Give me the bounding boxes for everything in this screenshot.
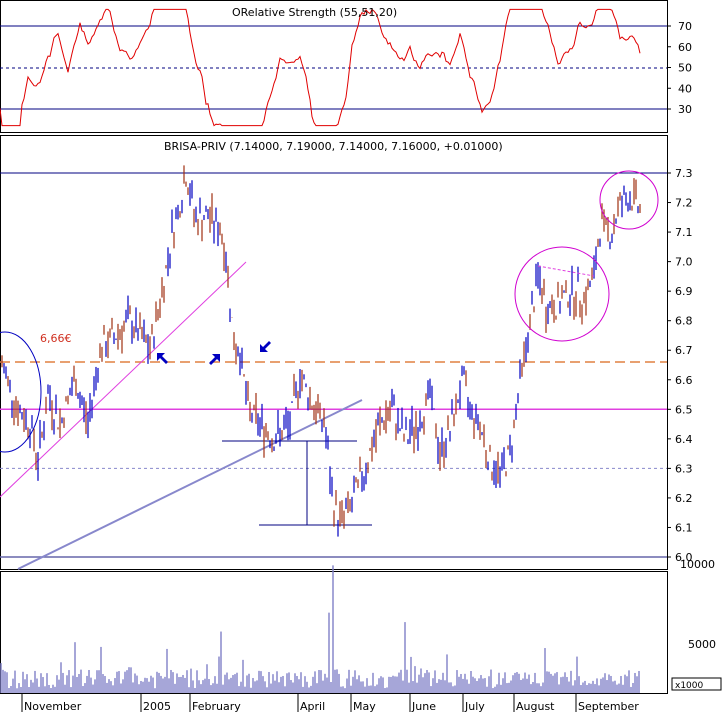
month-labels: November 2005 February April May June July Augu… [21, 693, 639, 712]
price-panel: 6,66€ BRISA-PRIV (7.14000, 7.19000, 7.14… [0, 140, 693, 570]
panel-frames [0, 0, 668, 694]
rsi-tick-label: 60 [678, 41, 692, 54]
price-tick-label: 6.7 [675, 344, 693, 357]
trendline-up [0, 261, 247, 498]
month-label: April [300, 700, 325, 712]
month-label: November [24, 700, 82, 712]
rsi-tick-label: 70 [678, 20, 692, 33]
rsi-tick-label: 50 [678, 62, 692, 75]
rsi-ticks: 70 60 50 40 30 [667, 20, 692, 116]
month-label: May [353, 700, 376, 712]
price-tick-label: 6.2 [675, 492, 693, 505]
price-tick-label: 6.1 [675, 521, 693, 534]
rsi-title: ORelative Strength (55,51,20) [232, 6, 397, 19]
volume-tick-5000: 5000 [688, 638, 716, 651]
month-label: July [464, 700, 485, 712]
volume-bars [0, 565, 640, 693]
rsi-tick-label: 40 [678, 82, 692, 95]
price-tick-label: 7.3 [675, 167, 693, 180]
month-label: 2005 [143, 700, 171, 712]
circle-september [599, 170, 659, 230]
price-tick-label: 6.4 [675, 433, 693, 446]
rsi-line [0, 8, 641, 127]
arrow-3-icon [260, 341, 271, 352]
price-tick-label: 6.5 [675, 403, 693, 416]
price-tick-label: 7.0 [675, 256, 693, 269]
level-6-66-label: 6,66€ [40, 332, 72, 345]
price-tick-label: 7.1 [675, 226, 693, 239]
price-tick-label: 7.2 [675, 197, 693, 210]
month-label: February [192, 700, 241, 712]
arrow-2-icon [209, 354, 220, 365]
trendline-long [17, 399, 363, 570]
price-bars [1, 165, 641, 537]
aug-dashed-line [537, 265, 595, 277]
price-tick-label: 6.0 [675, 551, 693, 564]
month-label: September [578, 700, 639, 712]
price-tick-label: 6.9 [675, 285, 693, 298]
rsi-panel: ORelative Strength (55,51,20) 70 60 50 40 30 [0, 6, 692, 127]
price-tick-label: 6.6 [675, 374, 693, 387]
volume-unit: x1000 [675, 681, 704, 691]
circle-left [0, 331, 42, 453]
volume-panel: 10000 5000 x1000 [0, 558, 722, 693]
circle-august [514, 246, 610, 342]
month-label: August [516, 700, 555, 712]
arrows [157, 341, 271, 365]
price-levels [0, 172, 667, 558]
arrow-1-icon [157, 353, 168, 364]
price-ticks: 7.3 7.2 7.1 7.0 6.9 6.8 6.7 6.6 6.5 6.4 6.3 6.2 6.1 6… [667, 167, 693, 564]
price-tick-label: 6.8 [675, 315, 693, 328]
month-label: June [411, 700, 436, 712]
price-tick-label: 6.3 [675, 462, 693, 475]
rsi-tick-label: 30 [678, 103, 692, 116]
volume-unit-box [671, 677, 722, 691]
gap-measure [222, 440, 372, 526]
price-title: BRISA-PRIV (7.14000, 7.19000, 7.14000, 7… [164, 140, 503, 153]
volume-tick-10000: 10000 [680, 558, 715, 571]
